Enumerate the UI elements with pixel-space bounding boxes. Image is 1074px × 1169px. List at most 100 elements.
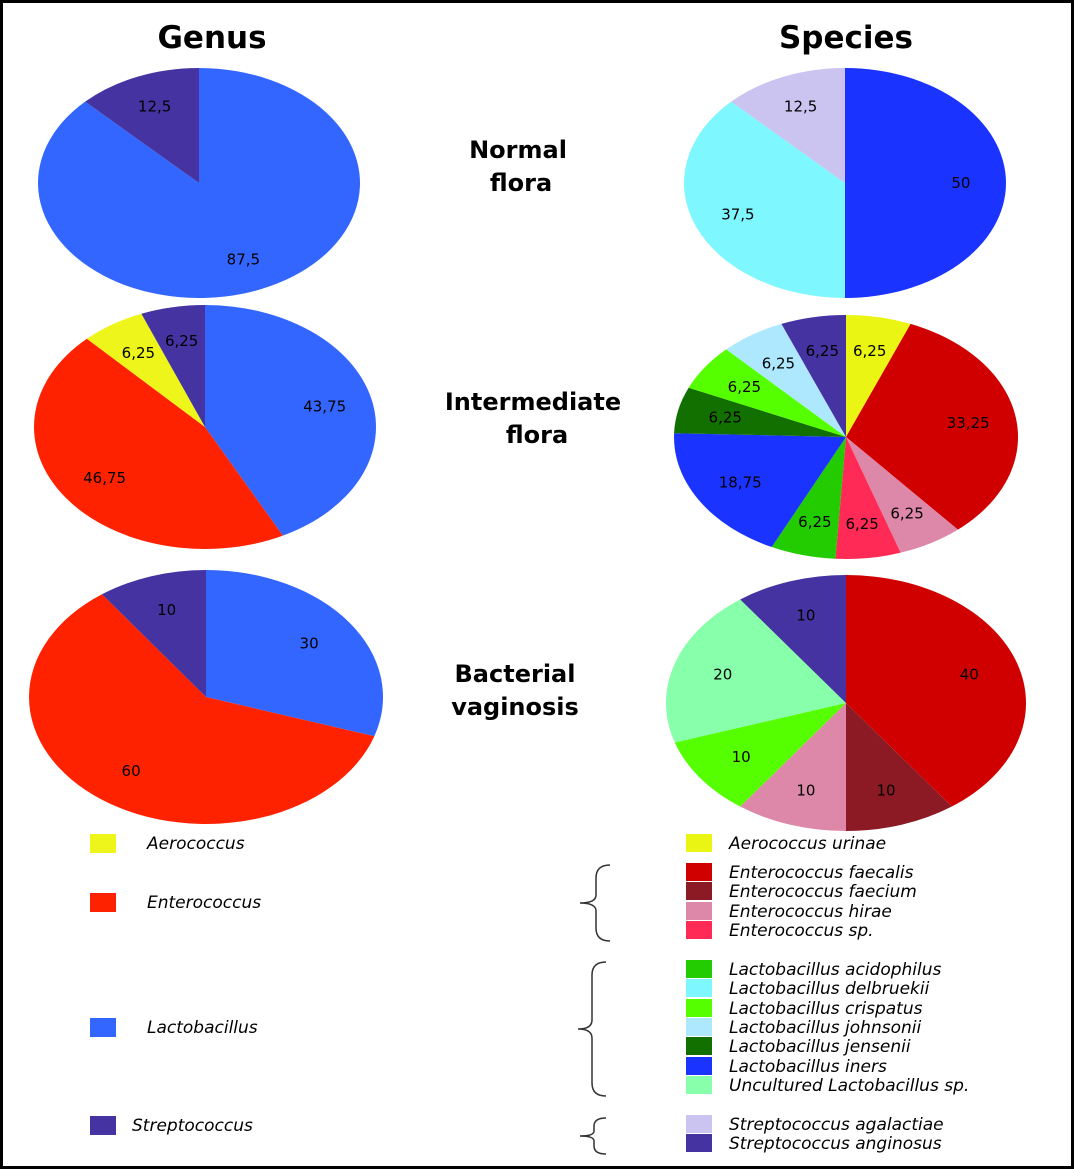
legend-swatch <box>686 834 712 852</box>
legend-swatch <box>90 893 116 912</box>
legend-swatch <box>686 1018 712 1036</box>
pie-slice <box>205 305 377 536</box>
data-label: 6,25 <box>806 342 839 360</box>
legend-swatch <box>686 1076 712 1094</box>
genus-header: Genus <box>157 20 266 56</box>
legend-label: Lactobacillus jensenii <box>729 1037 911 1057</box>
pie-6: 40 10 10 10 20 10 <box>666 575 1026 831</box>
legend-swatch <box>90 1018 116 1037</box>
pie-slice <box>674 703 846 807</box>
pie-slice <box>86 313 205 427</box>
row-label-bv-2: vaginosis <box>451 693 579 721</box>
pie-slice <box>846 437 958 553</box>
brace-streptococcus <box>579 1117 607 1155</box>
legend-swatch <box>686 1057 712 1075</box>
row-label-normal-1: Normal <box>469 136 567 164</box>
pie-slice <box>740 575 846 703</box>
legend-swatch <box>686 1037 712 1055</box>
pie-slice <box>740 703 846 831</box>
legend-swatch <box>90 1116 116 1135</box>
legend-swatch <box>686 1134 712 1152</box>
pie-chart-figure: Genus Species Normal flora Intermediate … <box>29 20 1026 1155</box>
pie-slice <box>846 575 1026 807</box>
pie-slice <box>835 437 901 559</box>
legend-swatch <box>90 834 116 853</box>
pie-3: 30 60 10 <box>29 570 384 824</box>
data-label: 10 <box>157 601 176 619</box>
data-label: 20 <box>713 666 732 684</box>
data-label: 37,5 <box>721 206 754 224</box>
pie-slice <box>771 437 846 559</box>
legend-label: Aerococcus <box>146 834 245 854</box>
row-label-bv-1: Bacterial <box>455 660 576 688</box>
legend-label: Streptococcus <box>132 1116 253 1136</box>
legend-label: Uncultured Lactobacillus sp. <box>729 1076 969 1096</box>
legend-label: Lactobacillus johnsonii <box>729 1018 921 1038</box>
pie-slice <box>726 323 846 437</box>
pie-slice <box>684 101 845 298</box>
legend-label: Lactobacillus crispatus <box>729 999 923 1019</box>
pie-2: 43,75 46,75 6,25 6,25 <box>33 305 377 550</box>
legend-swatch <box>686 1115 712 1133</box>
pie-1: 87,5 12,5 <box>38 68 360 298</box>
pie-slice <box>846 315 911 437</box>
data-label: 6,25 <box>845 515 878 533</box>
legend-label: Lactobacillus iners <box>729 1057 887 1077</box>
data-label: 87,5 <box>227 250 260 268</box>
data-label: 12,5 <box>138 98 171 116</box>
legend-label: Enterococcus sp. <box>729 921 874 941</box>
brace-enterococcus <box>579 864 611 942</box>
brace-lactobacillus <box>577 961 607 1097</box>
legend-label: Streptococcus anginosus <box>729 1134 942 1154</box>
pie-slice <box>29 594 375 824</box>
row-label-normal-2: flora <box>490 169 552 197</box>
pie-slice <box>731 68 845 183</box>
data-label: 6,25 <box>853 342 886 360</box>
pie-slice <box>85 68 199 183</box>
data-label: 6,25 <box>122 344 155 362</box>
legend-swatch <box>686 960 712 978</box>
data-label: 30 <box>300 634 319 652</box>
data-label: 46,75 <box>83 469 126 487</box>
data-label: 10 <box>877 782 896 800</box>
legend-swatch <box>686 902 712 920</box>
legend-swatch <box>686 882 712 900</box>
row-label-intermediate-2: flora <box>506 421 568 449</box>
pie-slice <box>666 599 846 743</box>
pie-slice <box>845 68 1006 298</box>
pie-slice <box>674 387 846 437</box>
pie-slice <box>141 305 205 427</box>
legend-swatch <box>686 979 712 997</box>
legend-label: Lactobacillus delbruekii <box>729 979 930 999</box>
legend-label: Streptococcus agalactiae <box>729 1115 944 1135</box>
data-label: 6,25 <box>762 354 795 372</box>
pie-5: 6,2533,256,256,256,2518,756,256,256,256,… <box>674 315 1018 559</box>
pie-slice <box>206 570 384 737</box>
species-header: Species <box>779 20 913 56</box>
pie-slice <box>846 703 952 831</box>
data-label: 43,75 <box>303 397 346 415</box>
legend-label: Lactobacillus acidophilus <box>729 960 942 980</box>
data-label: 10 <box>796 782 815 800</box>
legend-label: Enterococcus hirae <box>729 902 892 922</box>
pie-4: 50 37,5 12,5 <box>684 68 1006 298</box>
legend-swatch <box>686 921 712 939</box>
data-label: 60 <box>122 762 141 780</box>
legend-label: Enterococcus faecium <box>729 882 917 902</box>
legend-label: Aerococcus urinae <box>728 834 886 854</box>
legend-swatch <box>686 863 712 881</box>
legend-swatch <box>686 999 712 1017</box>
data-label: 6,25 <box>798 513 831 531</box>
data-label: 10 <box>796 606 815 624</box>
data-label: 40 <box>960 666 979 684</box>
pie-slice <box>781 315 846 437</box>
data-label: 12,5 <box>784 98 817 116</box>
data-label: 6,25 <box>890 504 923 522</box>
pie-slice <box>101 570 206 697</box>
legend-label: Enterococcus <box>147 893 261 913</box>
pie-slice <box>38 68 360 298</box>
pie-slice <box>674 433 846 548</box>
data-label: 33,25 <box>947 414 990 432</box>
row-label-intermediate-1: Intermediate <box>445 388 621 416</box>
